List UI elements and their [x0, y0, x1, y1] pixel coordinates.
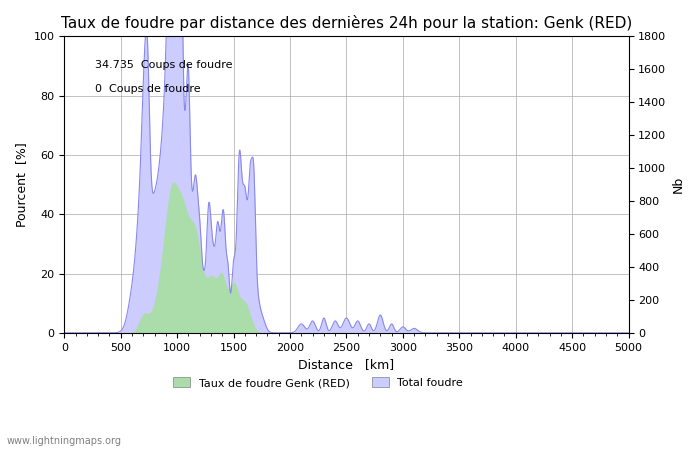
Y-axis label: Pourcent  [%]: Pourcent [%]	[15, 142, 28, 227]
Text: www.lightningmaps.org: www.lightningmaps.org	[7, 436, 122, 446]
Text: 34.735  Coups de foudre: 34.735 Coups de foudre	[95, 60, 233, 70]
Legend: Taux de foudre Genk (RED), Total foudre: Taux de foudre Genk (RED), Total foudre	[169, 373, 468, 392]
Text: 0  Coups de foudre: 0 Coups de foudre	[95, 84, 201, 94]
X-axis label: Distance   [km]: Distance [km]	[298, 358, 395, 371]
Title: Taux de foudre par distance des dernières 24h pour la station: Genk (RED): Taux de foudre par distance des dernière…	[61, 15, 632, 31]
Y-axis label: Nb: Nb	[672, 176, 685, 193]
